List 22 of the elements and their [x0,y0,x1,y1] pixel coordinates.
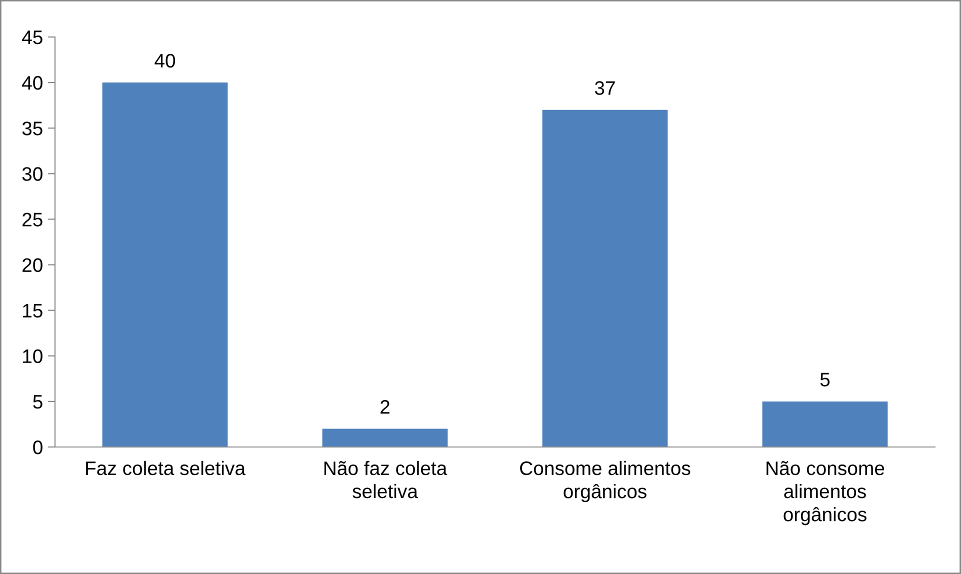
x-tick-label: Faz coleta seletiva [86,460,246,476]
y-tick-label: 0 [33,440,42,454]
data-label: 2 [380,400,390,414]
y-tick-label: 45 [22,30,42,44]
x-tick-label: Não faz coleta seletiva [324,460,448,498]
y-tick-label: 10 [23,349,42,364]
y-tick-label: 30 [22,167,42,181]
bar [102,82,228,447]
y-tick-label: 35 [22,122,42,136]
y-tick-label: 25 [22,212,42,226]
data-label: 37 [594,81,615,95]
x-tick-label: Consome alimentos orgânicos [520,460,690,502]
bar [762,401,888,447]
bar [322,428,448,447]
y-tick-label: 20 [22,258,42,272]
x-tick-label: Não consome alimentos orgânicos [766,461,884,526]
data-label: 5 [820,372,830,386]
y-tick-label: 5 [33,395,42,409]
bar [542,110,668,447]
y-tick-label: 40 [22,76,42,90]
y-tick-label: 15 [23,304,42,318]
data-label: 40 [154,54,176,68]
